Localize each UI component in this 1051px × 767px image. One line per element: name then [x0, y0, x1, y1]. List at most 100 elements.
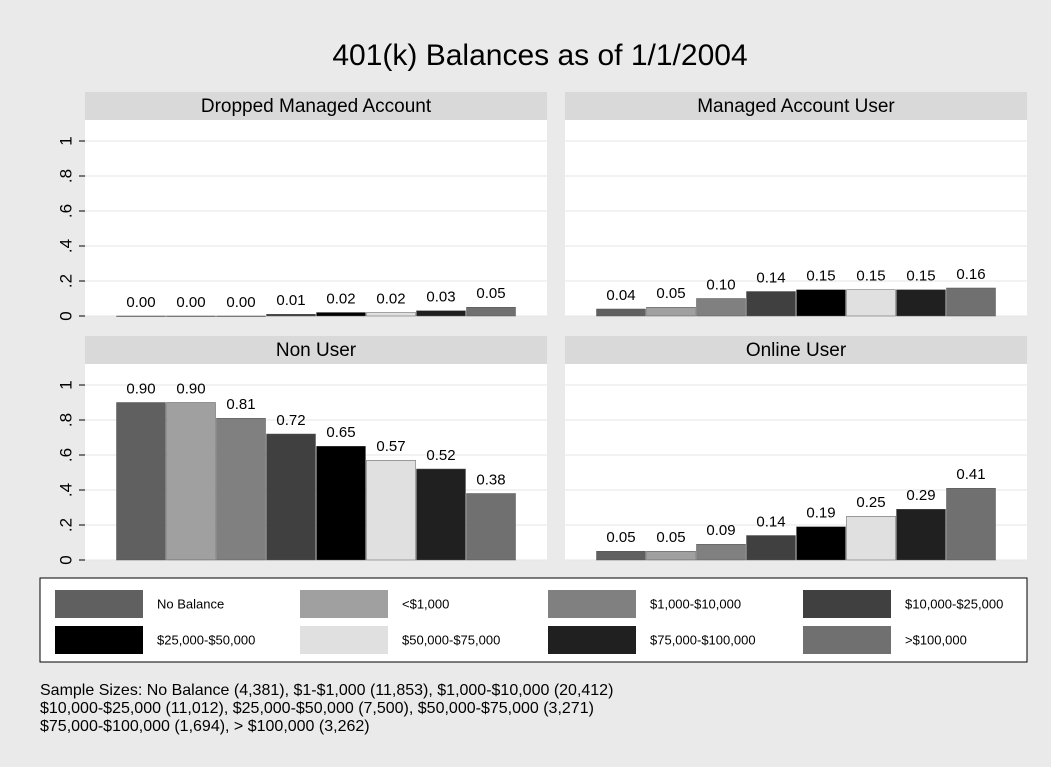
bar: [266, 433, 316, 561]
bar: [596, 308, 646, 317]
bar: [896, 289, 946, 317]
legend-swatch: [803, 590, 891, 618]
data-label: 0.05: [476, 285, 505, 302]
data-label: 0.00: [226, 294, 255, 311]
plot-area: [565, 120, 1027, 316]
bar: [696, 544, 746, 561]
data-label: 0.00: [176, 294, 205, 311]
panel-header: [85, 336, 547, 364]
legend-swatch: [300, 626, 388, 654]
bar: [596, 551, 646, 561]
panel-title: Dropped Managed Account: [201, 96, 432, 117]
data-label: 0.41: [956, 466, 985, 483]
bar: [796, 289, 846, 317]
data-label: 0.81: [226, 396, 255, 413]
legend-swatch: [548, 590, 636, 618]
plot-area: [85, 120, 547, 316]
legend-label: >$100,000: [905, 632, 967, 647]
legend-label: $75,000-$100,000: [650, 632, 756, 647]
data-label: 0.72: [276, 412, 305, 429]
data-label: 0.01: [276, 292, 305, 309]
y-tick-label: .6: [56, 448, 75, 462]
data-label: 0.52: [426, 447, 455, 464]
data-label: 0.38: [476, 471, 505, 488]
data-label: 0.10: [706, 276, 735, 293]
bar: [946, 488, 996, 561]
legend-label: No Balance: [157, 596, 224, 611]
bar: [216, 418, 266, 561]
data-label: 0.15: [806, 268, 835, 285]
y-tick-label: 1: [56, 136, 75, 145]
bar: [166, 402, 216, 561]
data-label: 0.25: [856, 494, 885, 511]
data-label: 0.90: [126, 380, 155, 397]
data-label: 0.65: [326, 424, 355, 441]
panel-header: [565, 92, 1027, 120]
data-label: 0.90: [176, 380, 205, 397]
y-tick-label: .2: [56, 518, 75, 532]
bar: [266, 314, 316, 317]
data-label: 0.09: [706, 522, 735, 539]
y-tick-label: .6: [56, 204, 75, 218]
bar: [746, 535, 796, 561]
panel-title: Non User: [276, 340, 357, 361]
data-label: 0.00: [126, 294, 155, 311]
panel-title: Online User: [746, 340, 847, 361]
data-label: 0.16: [956, 266, 985, 283]
legend-swatch: [803, 626, 891, 654]
legend-swatch: [55, 590, 143, 618]
bar: [216, 315, 266, 317]
bar: [846, 289, 896, 317]
panel-title: Managed Account User: [697, 96, 895, 117]
panel-header: [85, 92, 547, 120]
bar: [316, 312, 366, 317]
data-label: 0.05: [656, 529, 685, 546]
y-tick-label: 0: [56, 555, 75, 564]
bar: [166, 315, 216, 317]
bar: [466, 307, 516, 317]
data-label: 0.19: [806, 505, 835, 522]
y-tick-label: 0: [56, 311, 75, 320]
bar: [696, 298, 746, 317]
legend-label: <$1,000: [402, 596, 449, 611]
y-tick-label: 1: [56, 380, 75, 389]
bar: [416, 310, 466, 317]
data-label: 0.15: [906, 268, 935, 285]
y-tick-label: .2: [56, 274, 75, 288]
bar: [896, 509, 946, 561]
bar: [796, 526, 846, 561]
data-label: 0.57: [376, 438, 405, 455]
legend-label: $25,000-$50,000: [157, 632, 255, 647]
legend-label: $10,000-$25,000: [905, 596, 1003, 611]
y-tick-label: .4: [56, 483, 75, 497]
legend-swatch: [548, 626, 636, 654]
data-label: 0.14: [756, 269, 785, 286]
bar: [366, 460, 416, 561]
legend-swatch: [55, 626, 143, 654]
data-label: 0.03: [426, 289, 455, 306]
data-label: 0.02: [376, 290, 405, 307]
bar: [116, 315, 166, 317]
chart-title: 401(k) Balances as of 1/1/2004: [332, 39, 747, 72]
note: Sample Sizes: No Balance (4,381), $1-$1,…: [40, 682, 613, 699]
bar: [846, 516, 896, 561]
bar: [946, 287, 996, 317]
bar: [366, 312, 416, 317]
note: $10,000-$25,000 (11,012), $25,000-$50,00…: [40, 700, 594, 717]
bar: [466, 493, 516, 561]
data-label: 0.05: [606, 529, 635, 546]
note: $75,000-$100,000 (1,694), > $100,000 (3,…: [40, 718, 370, 735]
data-label: 0.14: [756, 513, 785, 530]
legend-label: $1,000-$10,000: [650, 596, 741, 611]
bar: [646, 307, 696, 317]
data-label: 0.04: [606, 287, 635, 304]
data-label: 0.05: [656, 285, 685, 302]
legend-swatch: [300, 590, 388, 618]
data-label: 0.02: [326, 290, 355, 307]
data-label: 0.15: [856, 268, 885, 285]
bar: [746, 291, 796, 317]
bar: [646, 551, 696, 561]
y-tick-label: .4: [56, 239, 75, 253]
data-label: 0.29: [906, 487, 935, 504]
